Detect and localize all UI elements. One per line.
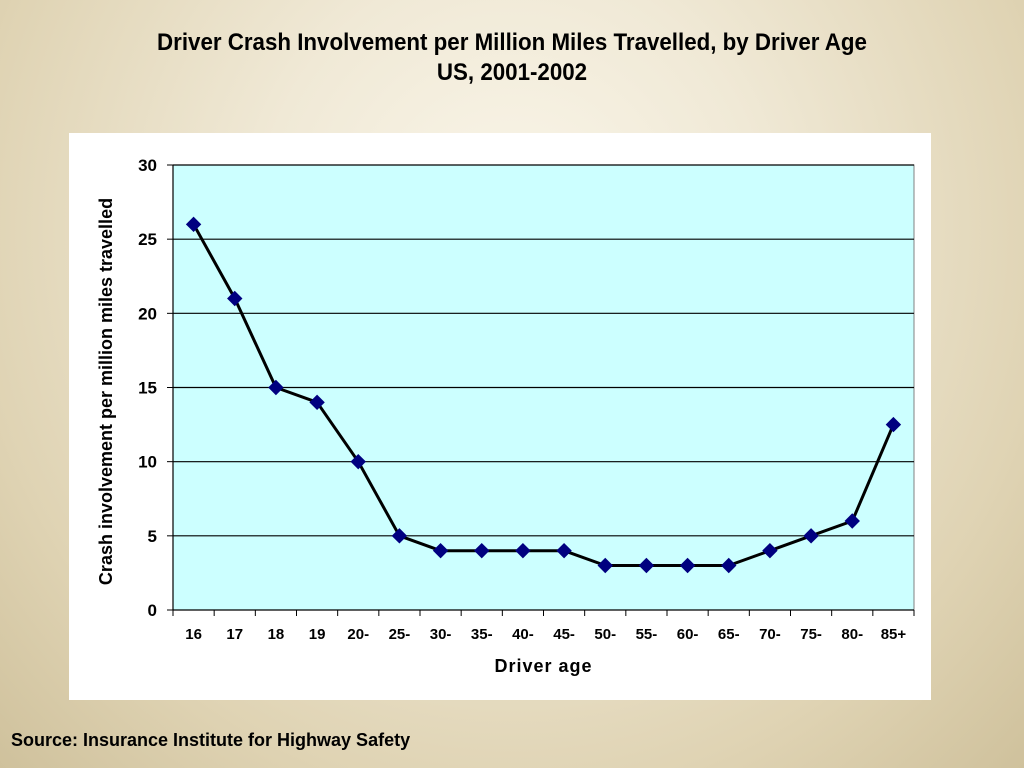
x-tick-label: 55- [636,626,658,643]
y-axis-title: Crash involvement per million miles trav… [96,198,116,585]
x-tick-label: 85+ [881,626,907,643]
slide-title-line-2: US, 2001-2002 [436,59,588,86]
source-note: Source: Insurance Institute for Highway … [11,730,411,750]
x-tick-label: 20- [347,626,369,643]
x-tick-label: 45- [553,626,575,643]
x-tick-label: 75- [800,626,822,643]
gridlines [173,164,914,537]
data-point-marker [638,557,655,574]
data-point-marker [185,216,202,233]
data-point-marker [350,453,366,470]
x-tick-label: 80- [841,626,863,643]
data-point-marker [762,542,778,559]
x-tick-label: 70- [759,626,781,643]
data-point-marker [268,379,284,396]
data-point-marker [474,542,490,559]
data-markers [185,216,902,574]
data-point-marker [227,290,243,307]
y-tick-label: 20 [138,304,157,323]
y-tick-label: 10 [138,453,157,472]
line-chart: 0 5 10 15 20 25 30 16 17 18 19 20- 25- 30- 35- 40- 45- 5… [96,156,915,676]
x-tick-label: 19 [309,626,326,643]
x-tick-label: 17 [226,626,243,643]
data-point-marker [803,528,819,544]
data-point-marker [721,557,737,574]
data-point-marker [844,513,860,529]
data-point-marker [391,528,408,544]
y-tick-label: 30 [138,156,157,175]
x-axis-title: Driver age [494,656,592,676]
x-tick-label: 60- [677,626,699,643]
y-tick-label: 5 [148,527,157,546]
y-tick-label: 0 [148,601,157,620]
data-point-marker [309,394,325,411]
data-point-marker [597,557,613,574]
x-tick-label: 40- [512,626,534,643]
x-tick-label: 16 [185,626,202,643]
y-tick-label: 15 [138,379,157,398]
x-tick-label: 50- [594,626,616,643]
x-tick-label: 18 [268,626,285,643]
chart-panel: 0 5 10 15 20 25 30 16 17 18 19 20- 25- 30- 35- 40- 45- 5… [69,133,931,700]
data-point-marker [679,557,696,574]
x-tick-label: 35- [471,626,493,643]
slide-title-line-1: Driver Crash Involvement per Million Mil… [157,29,867,56]
data-point-marker [432,542,449,559]
x-axis-ticks: 16 17 18 19 20- 25- 30- 35- 40- 45- 50- 55- 60- 65- 70… [172,610,915,643]
y-axis-ticks: 0 5 10 15 20 25 30 [138,156,173,620]
x-tick-label: 65- [718,626,740,643]
y-tick-label: 25 [138,230,157,249]
x-tick-label: 30- [430,626,452,643]
slide-title: Driver Crash Involvement per Million Mil… [36,28,988,88]
series-line [192,223,895,567]
x-tick-label: 25- [389,626,411,643]
data-point-marker [556,542,572,559]
data-point-marker [515,542,531,559]
data-point-marker [885,416,902,433]
